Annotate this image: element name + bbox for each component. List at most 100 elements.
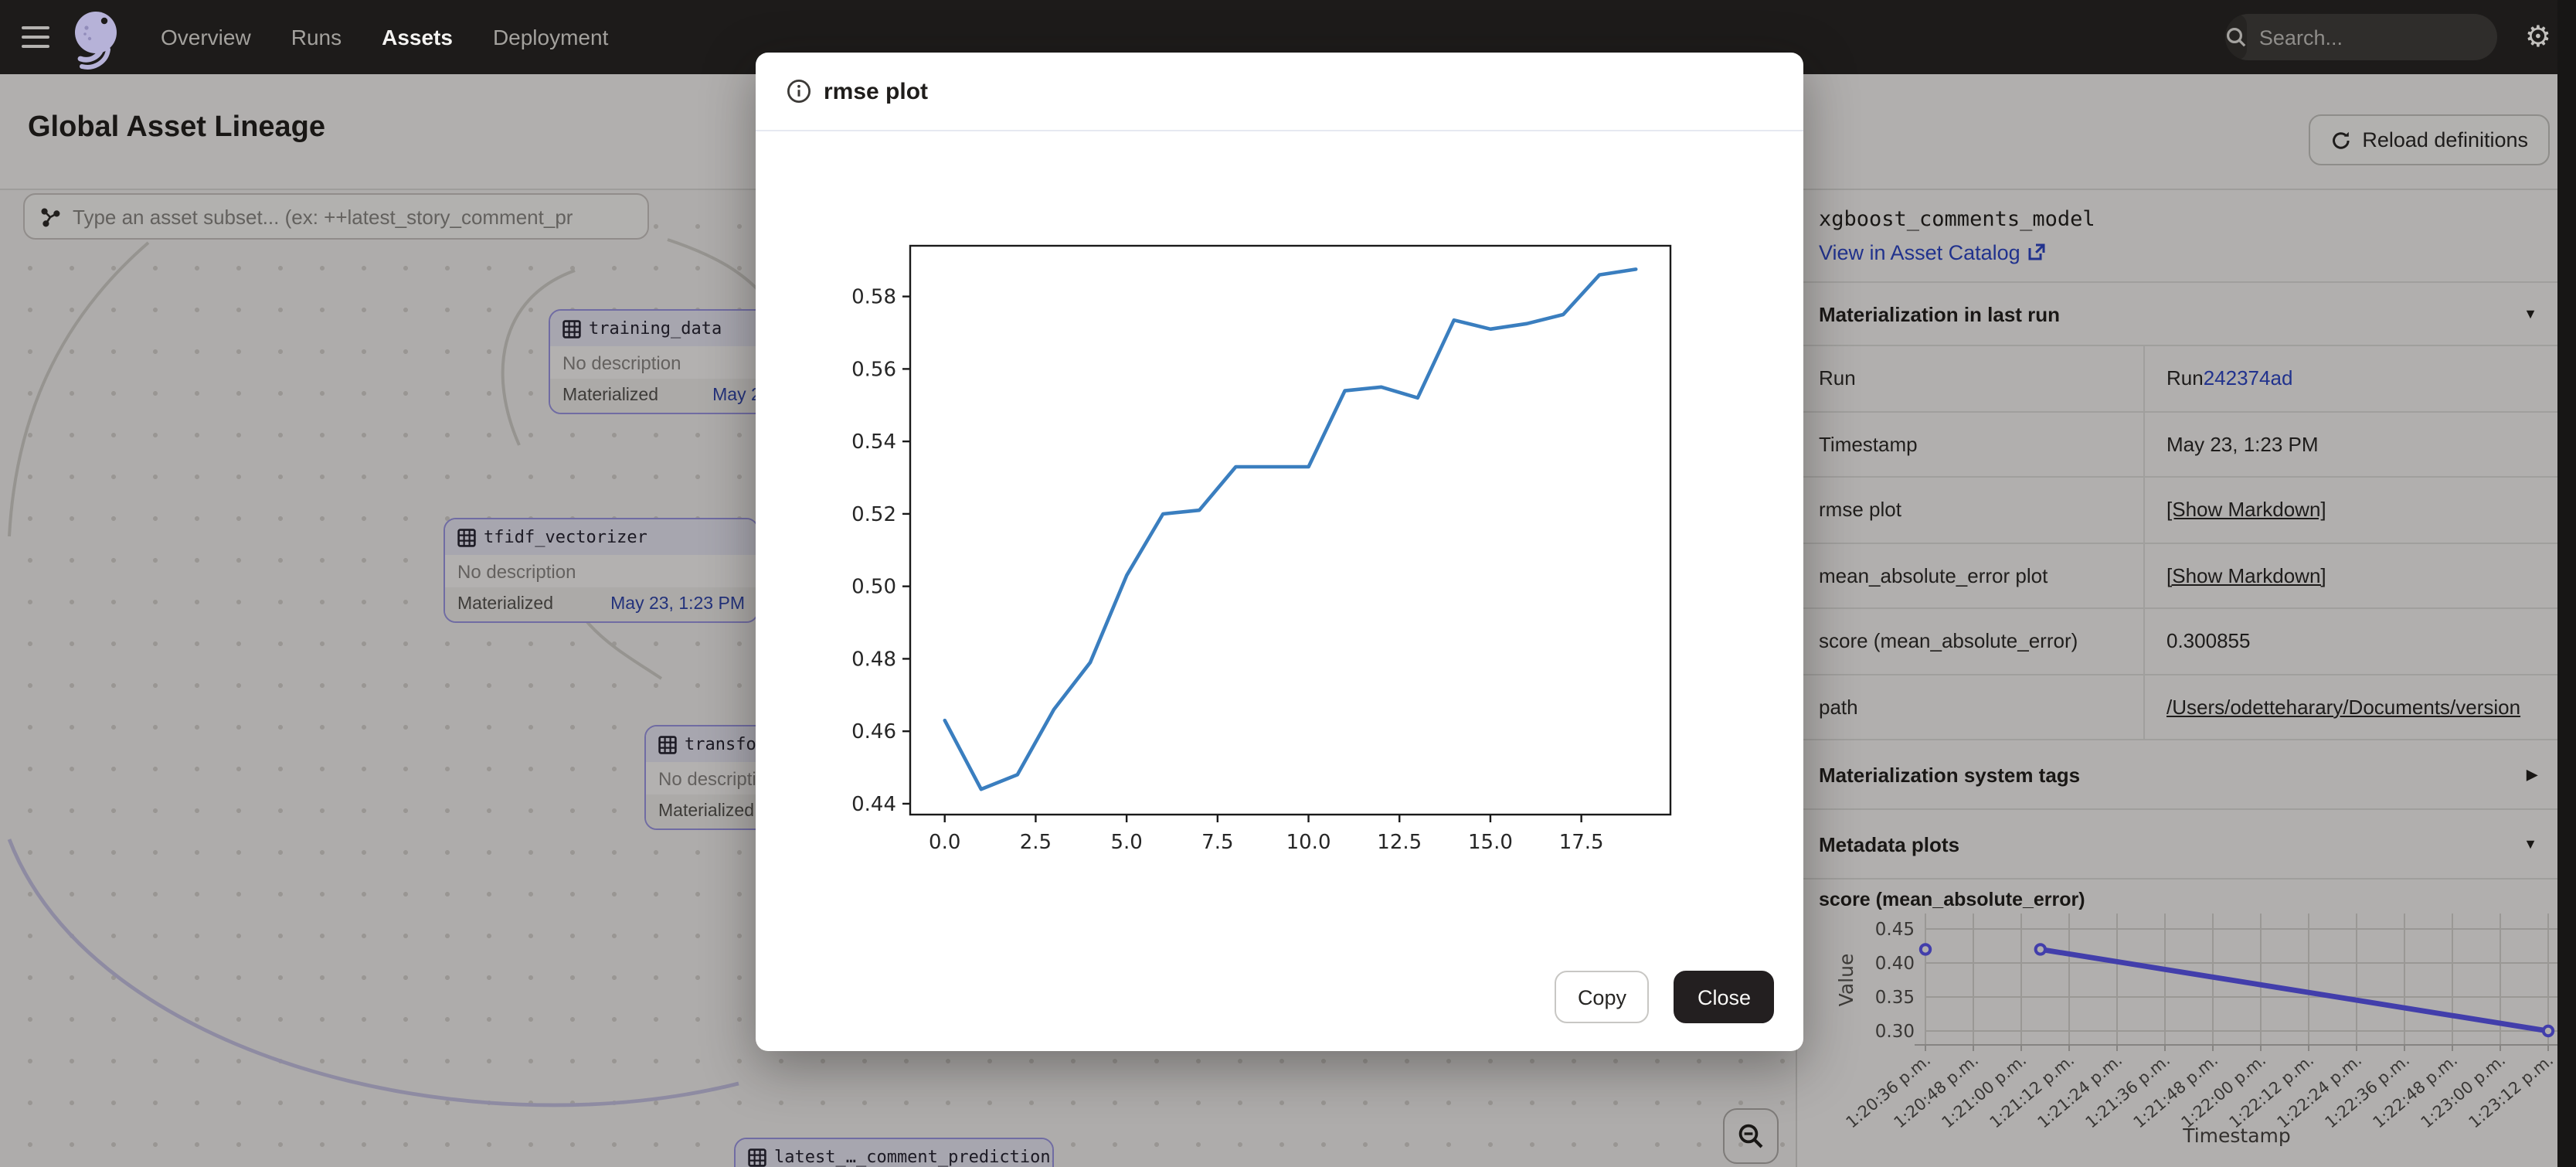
table-row-run: Run Run 242374ad bbox=[1797, 346, 2576, 412]
svg-text:Value: Value bbox=[1835, 954, 1857, 1007]
zoom-out-icon bbox=[1737, 1122, 1765, 1150]
asset-node-name: tfidf_vectorizer bbox=[484, 527, 647, 547]
catalog-link-label: View in Asset Catalog bbox=[1819, 240, 2020, 264]
table-row-rmse-plot: rmse plot [Show Markdown] bbox=[1797, 478, 2576, 543]
asset-node-name: latest_…_comment_predictions bbox=[774, 1147, 1054, 1167]
nav-links: Overview Runs Assets Deployment bbox=[161, 25, 608, 49]
global-search[interactable]: / bbox=[2224, 14, 2497, 60]
value-text: 0.300855 bbox=[2166, 629, 2251, 653]
caret-down-icon: ▼ bbox=[2523, 836, 2537, 852]
asset-name: xgboost_comments_model bbox=[1819, 207, 2095, 232]
asset-subset-filter[interactable] bbox=[23, 193, 649, 240]
asset-node-tfidf_vectorizer[interactable]: tfidf_vectorizer No description Materializ… bbox=[443, 518, 759, 623]
table-icon bbox=[748, 1148, 766, 1166]
value-text: May 23, 1:23 PM bbox=[2166, 432, 2319, 456]
gear-icon[interactable]: ⚙ bbox=[2524, 21, 2551, 53]
background-window-strip bbox=[2557, 0, 2576, 1167]
row-label: score (mean_absolute_error) bbox=[1797, 609, 2145, 673]
svg-text:0.40: 0.40 bbox=[1875, 954, 1915, 974]
dagster-logo[interactable] bbox=[68, 6, 124, 70]
svg-text:0.48: 0.48 bbox=[851, 648, 896, 671]
row-label: mean_absolute_error plot bbox=[1797, 543, 2145, 607]
asset-node-description: No description bbox=[457, 560, 576, 582]
asset-node-latest__comment_predictions[interactable]: latest_…_comment_predictionsNo descripti… bbox=[734, 1138, 1054, 1167]
section-materialization-system-tags[interactable]: Materialization system tags ▶ bbox=[1797, 740, 2576, 810]
asset-node-status: Materialized bbox=[457, 595, 553, 614]
svg-text:0.56: 0.56 bbox=[851, 358, 896, 381]
nav-item-assets[interactable]: Assets bbox=[382, 25, 453, 49]
hamburger-menu-icon[interactable] bbox=[22, 26, 49, 48]
row-label: Run bbox=[1797, 346, 2145, 410]
zoom-out-button[interactable] bbox=[1723, 1108, 1779, 1164]
section-materialization-last-run[interactable]: Materialization in last run ▼ bbox=[1797, 281, 2576, 346]
table-icon bbox=[457, 528, 476, 546]
view-in-asset-catalog-link[interactable]: View in Asset Catalog bbox=[1819, 236, 2556, 267]
value-link[interactable]: /Users/odetteharary/Documents/version bbox=[2166, 695, 2521, 719]
caret-right-icon: ▶ bbox=[2527, 766, 2537, 781]
search-icon bbox=[2224, 14, 2247, 60]
svg-text:12.5: 12.5 bbox=[1377, 831, 1422, 854]
row-label: rmse plot bbox=[1797, 478, 2145, 542]
section-label: Metadata plots bbox=[1819, 832, 1960, 856]
svg-text:17.5: 17.5 bbox=[1559, 831, 1604, 854]
close-button[interactable]: Close bbox=[1674, 971, 1774, 1023]
row-label: path bbox=[1797, 675, 2145, 739]
svg-text:0.0: 0.0 bbox=[929, 831, 960, 854]
modal-header: rmse plot bbox=[756, 53, 1803, 131]
section-metadata-plots[interactable]: Metadata plots ▼ bbox=[1797, 810, 2576, 880]
nav-item-deployment[interactable]: Deployment bbox=[492, 25, 609, 49]
asset-detail-panel: xgboost_comments_model View in Asset Cat… bbox=[1796, 190, 2576, 1167]
section-label: Materialization system tags bbox=[1819, 763, 2081, 786]
asset-node-status: Materialized bbox=[562, 386, 658, 405]
value-link[interactable]: [Show Markdown] bbox=[2166, 563, 2326, 587]
table-row-path: path/Users/odetteharary/Documents/versio… bbox=[1797, 675, 2576, 740]
run-id-link[interactable]: 242374ad bbox=[2203, 366, 2293, 390]
asset-graph-icon bbox=[40, 206, 60, 226]
top-navbar: Overview Runs Assets Deployment / ⚙ bbox=[0, 0, 2576, 74]
page-title: Global Asset Lineage bbox=[28, 111, 326, 144]
table-row-timestamp: Timestamp May 23, 1:23 PM bbox=[1797, 412, 2576, 478]
reload-icon bbox=[2330, 129, 2351, 151]
asset-subset-input[interactable] bbox=[70, 203, 647, 230]
lineage-edges bbox=[7, 238, 759, 1107]
svg-text:0.30: 0.30 bbox=[1875, 1022, 1915, 1042]
external-link-icon bbox=[2028, 243, 2047, 261]
asset-node-status: Materialized bbox=[658, 802, 754, 821]
search-input[interactable] bbox=[2246, 24, 2497, 50]
rmse-plot-modal: rmse plot 0.44 0.46 0.48 0.50 0.52 0.54 0.56 0.… bbox=[756, 53, 1803, 1051]
svg-text:7.5: 7.5 bbox=[1201, 831, 1233, 854]
svg-text:Timestamp: Timestamp bbox=[2182, 1124, 2291, 1147]
table-icon bbox=[562, 319, 581, 338]
asset-node-description: No description bbox=[562, 352, 681, 373]
svg-text:0.58: 0.58 bbox=[851, 286, 896, 309]
metadata-table: Run Run 242374ad Timestamp May 23, 1:23 PM r… bbox=[1797, 346, 2576, 740]
svg-text:0.52: 0.52 bbox=[851, 503, 896, 526]
asset-node-name: training_data bbox=[589, 318, 722, 339]
copy-button[interactable]: Copy bbox=[1554, 971, 1650, 1023]
row-label: Timestamp bbox=[1797, 412, 2145, 476]
svg-text:0.35: 0.35 bbox=[1875, 988, 1915, 1008]
rmse-chart: 0.44 0.46 0.48 0.50 0.52 0.54 0.56 0.58 0.0 2.5 5.… bbox=[851, 244, 1672, 854]
section-label: Materialization in last run bbox=[1819, 302, 2061, 325]
svg-text:5.0: 5.0 bbox=[1110, 831, 1142, 854]
value-link[interactable]: [Show Markdown] bbox=[2166, 498, 2326, 522]
svg-text:10.0: 10.0 bbox=[1286, 831, 1331, 854]
nav-item-overview[interactable]: Overview bbox=[161, 25, 251, 49]
nav-item-runs[interactable]: Runs bbox=[291, 25, 342, 49]
table-row-mean-absolute-error-plot: mean_absolute_error plot [Show Markdown] bbox=[1797, 543, 2576, 609]
table-row-score-mean-absolute-error-: score (mean_absolute_error) 0.300855 bbox=[1797, 609, 2576, 675]
svg-text:0.46: 0.46 bbox=[851, 720, 896, 743]
caret-down-icon: ▼ bbox=[2523, 306, 2537, 322]
svg-text:0.54: 0.54 bbox=[851, 430, 896, 454]
svg-text:0.45: 0.45 bbox=[1875, 920, 1915, 940]
reload-definitions-button[interactable]: Reload definitions bbox=[2308, 114, 2550, 165]
info-icon bbox=[787, 79, 811, 104]
run-prefix: Run bbox=[2166, 366, 2204, 390]
svg-text:15.0: 15.0 bbox=[1468, 831, 1513, 854]
table-icon bbox=[658, 735, 677, 754]
modal-title: rmse plot bbox=[824, 78, 929, 104]
metadata-plot-title: score (mean_absolute_error) bbox=[1819, 889, 2085, 910]
reload-label: Reload definitions bbox=[2362, 128, 2528, 151]
